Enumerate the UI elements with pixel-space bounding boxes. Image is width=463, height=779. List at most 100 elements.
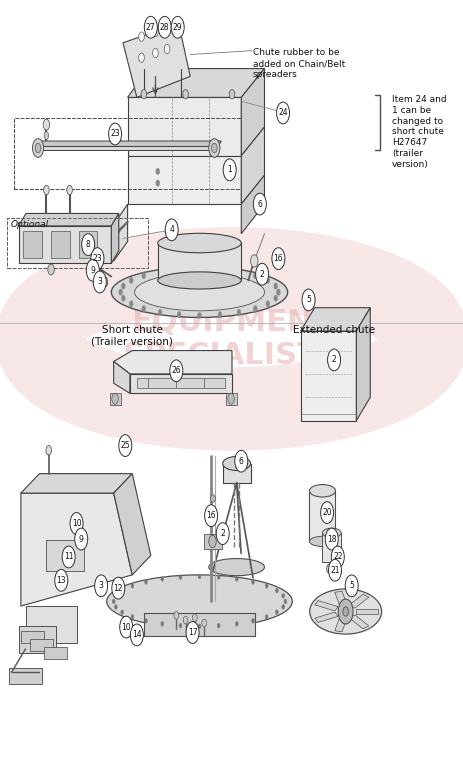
Circle shape (237, 309, 240, 315)
Text: 8: 8 (86, 240, 90, 249)
Circle shape (276, 289, 280, 295)
Circle shape (211, 143, 217, 153)
Polygon shape (46, 540, 83, 571)
Text: 4: 4 (169, 225, 174, 234)
Circle shape (327, 349, 340, 371)
Circle shape (208, 139, 219, 157)
Text: 10: 10 (72, 519, 81, 528)
Polygon shape (241, 127, 264, 204)
Circle shape (177, 312, 181, 318)
Circle shape (216, 523, 229, 545)
Circle shape (237, 269, 240, 275)
Circle shape (275, 588, 278, 593)
Polygon shape (30, 639, 53, 651)
Circle shape (142, 305, 145, 312)
Circle shape (70, 513, 83, 534)
Text: 22: 22 (332, 552, 342, 562)
Circle shape (129, 301, 133, 307)
Circle shape (48, 264, 54, 275)
Circle shape (158, 269, 162, 275)
Circle shape (161, 576, 163, 581)
Circle shape (75, 528, 88, 550)
Circle shape (265, 277, 269, 284)
Polygon shape (314, 612, 338, 622)
Polygon shape (300, 331, 356, 421)
Bar (322, 533, 340, 562)
Circle shape (121, 295, 125, 301)
Polygon shape (334, 591, 346, 606)
Circle shape (210, 495, 215, 502)
Polygon shape (204, 534, 221, 549)
Polygon shape (348, 615, 368, 629)
Circle shape (144, 580, 147, 584)
Circle shape (218, 312, 221, 318)
Ellipse shape (157, 234, 241, 252)
Circle shape (91, 248, 104, 270)
Polygon shape (111, 213, 119, 263)
Polygon shape (222, 464, 250, 483)
Polygon shape (113, 351, 232, 374)
Circle shape (165, 219, 178, 241)
Circle shape (273, 283, 277, 289)
Ellipse shape (157, 272, 241, 289)
Polygon shape (348, 594, 368, 608)
Circle shape (227, 393, 234, 404)
Circle shape (276, 102, 289, 124)
Circle shape (265, 615, 268, 619)
Text: 18: 18 (326, 534, 336, 544)
Polygon shape (109, 393, 120, 405)
Circle shape (183, 616, 188, 624)
Ellipse shape (208, 559, 264, 576)
Circle shape (119, 289, 122, 295)
Polygon shape (300, 308, 369, 331)
Text: Chute rubber to be
added on Chain/Belt
spreaders: Chute rubber to be added on Chain/Belt s… (252, 48, 344, 79)
Text: 1: 1 (227, 165, 232, 174)
Bar (79, 231, 97, 258)
Circle shape (119, 435, 131, 456)
Circle shape (138, 32, 144, 41)
Polygon shape (334, 617, 346, 632)
Ellipse shape (106, 575, 292, 628)
Text: Optional: Optional (10, 220, 48, 230)
Polygon shape (9, 668, 42, 684)
Polygon shape (130, 374, 232, 393)
Text: 10: 10 (121, 622, 131, 632)
Circle shape (152, 27, 158, 37)
Text: 2: 2 (259, 270, 264, 279)
Ellipse shape (222, 456, 250, 471)
Circle shape (130, 624, 143, 646)
Text: 12: 12 (113, 583, 123, 593)
Circle shape (182, 90, 188, 99)
Polygon shape (35, 141, 221, 146)
Text: 29: 29 (173, 23, 182, 32)
Circle shape (179, 623, 181, 628)
Circle shape (331, 564, 336, 573)
Text: 9: 9 (90, 266, 95, 275)
Text: Extended chute: Extended chute (293, 325, 374, 335)
Circle shape (94, 575, 107, 597)
Ellipse shape (309, 536, 335, 547)
Text: Short chute
(Trailer version): Short chute (Trailer version) (91, 325, 173, 347)
Circle shape (275, 610, 278, 615)
Circle shape (223, 159, 236, 181)
Circle shape (192, 614, 197, 622)
Polygon shape (225, 393, 236, 405)
Polygon shape (21, 474, 132, 493)
Circle shape (251, 619, 254, 623)
Circle shape (186, 622, 199, 643)
Polygon shape (44, 647, 67, 659)
Circle shape (129, 277, 133, 284)
Text: 3: 3 (99, 581, 103, 590)
Circle shape (112, 393, 118, 404)
Text: 24: 24 (278, 108, 287, 118)
Circle shape (32, 139, 44, 157)
Circle shape (161, 622, 163, 626)
Circle shape (326, 564, 332, 573)
Ellipse shape (111, 266, 287, 318)
Polygon shape (127, 97, 241, 156)
Circle shape (271, 248, 284, 270)
Circle shape (281, 605, 284, 609)
Circle shape (94, 267, 100, 278)
Text: 9: 9 (79, 534, 83, 544)
Polygon shape (21, 493, 132, 606)
